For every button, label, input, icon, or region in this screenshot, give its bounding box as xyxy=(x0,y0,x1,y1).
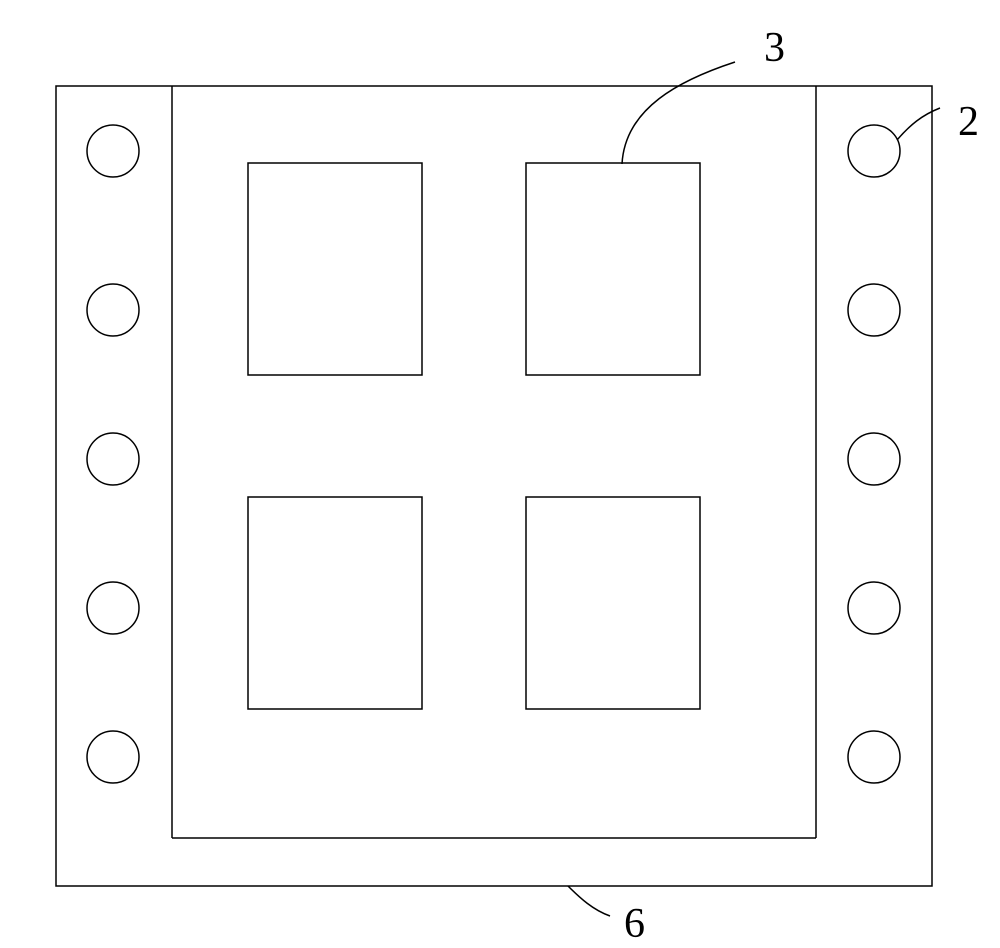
callout-leader xyxy=(897,108,940,140)
hole-circle xyxy=(848,731,900,783)
hole-circle xyxy=(87,582,139,634)
callout-label-6: 6 xyxy=(624,900,645,948)
hole-circle xyxy=(848,125,900,177)
inner-rect xyxy=(248,163,422,375)
hole-circle xyxy=(87,125,139,177)
hole-circle xyxy=(87,284,139,336)
hole-circle xyxy=(87,433,139,485)
callout-leader xyxy=(568,886,610,916)
callout-leader xyxy=(622,62,735,164)
inner-rect xyxy=(526,163,700,375)
hole-circle xyxy=(848,582,900,634)
callout-label-2: 2 xyxy=(958,98,979,146)
hole-circle xyxy=(848,433,900,485)
inner-rect xyxy=(526,497,700,709)
outer-rect xyxy=(56,86,932,886)
hole-circle xyxy=(848,284,900,336)
diagram-svg xyxy=(0,0,1000,944)
hole-circle xyxy=(87,731,139,783)
callout-label-3: 3 xyxy=(764,24,785,72)
diagram-container: 326 xyxy=(0,0,1000,944)
inner-rect xyxy=(248,497,422,709)
